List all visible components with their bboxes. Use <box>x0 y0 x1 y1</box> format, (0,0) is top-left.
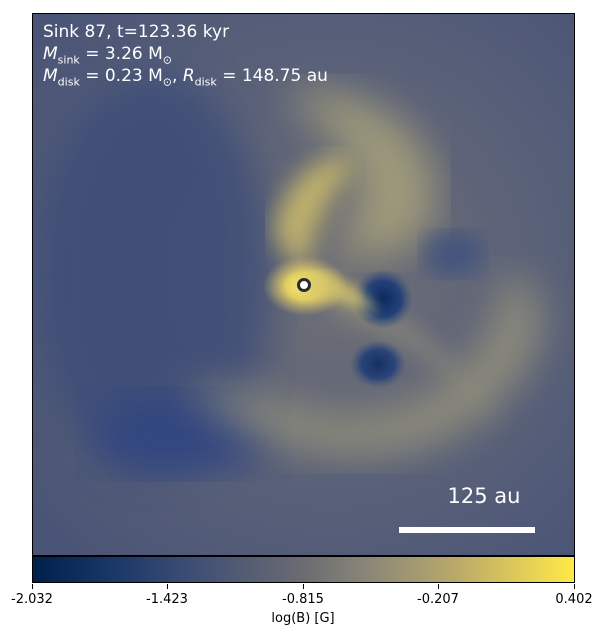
sink-title: Sink 87, t=123.36 kyr <box>43 22 230 42</box>
colorbar-tick <box>438 584 439 589</box>
colorbar-tick-label: -2.032 <box>11 592 53 607</box>
colorbar-tick-label: -0.815 <box>282 592 324 607</box>
sink-mass-label: Msink = 3.26 M⊙ <box>43 44 173 67</box>
disk-properties-label: Mdisk = 0.23 M⊙, Rdisk = 148.75 au <box>43 66 328 89</box>
scalebar-line <box>399 527 535 533</box>
colorbar <box>32 556 575 583</box>
colorbar-label: log(B) [G] <box>271 611 335 626</box>
colorbar-tick-label: -1.423 <box>146 592 188 607</box>
colorbar-tick-label: 0.402 <box>555 592 593 607</box>
colorbar-tick <box>167 584 168 589</box>
magnetic-field-map: Sink 87, t=123.36 kyr Msink = 3.26 M⊙ Md… <box>32 13 575 556</box>
colorbar-tick-label: -0.207 <box>417 592 459 607</box>
scalebar-label: 125 au <box>447 484 521 508</box>
colorbar-tick <box>32 584 33 589</box>
sink-marker <box>297 278 311 292</box>
colorbar-tick <box>303 584 304 589</box>
field-image <box>33 14 574 555</box>
colorbar-tick <box>574 584 575 589</box>
